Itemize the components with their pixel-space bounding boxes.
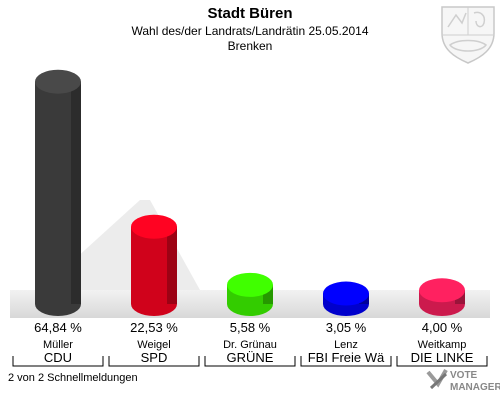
party-bracket — [204, 356, 296, 367]
candidate-label: Weitkamp — [418, 339, 467, 351]
candidate-label: Lenz — [334, 339, 358, 351]
votemanager-mark-icon — [426, 369, 448, 390]
bar-shade — [167, 226, 177, 304]
party-label: FBI Freie Wä — [308, 350, 385, 365]
bar-base — [227, 292, 273, 316]
brand-line-2: MANAGER — [450, 382, 500, 393]
bar-4 — [323, 281, 369, 316]
party-label: SPD — [141, 350, 168, 365]
bar-top — [227, 272, 273, 297]
chart-subtitle: Wahl des/der Landrats/Landrätin 25.05.20… — [131, 24, 368, 38]
party-label: GRÜNE — [227, 350, 274, 365]
party-label: DIE LINKE — [411, 350, 474, 365]
bar-shade — [71, 81, 81, 304]
candidate-label: Dr. Grünau — [223, 339, 277, 351]
bars-layer — [35, 69, 465, 316]
chart-district: Brenken — [228, 39, 273, 53]
bar-2 — [131, 214, 177, 316]
party-bracket — [396, 356, 488, 367]
chart-title: Stadt Büren — [207, 5, 292, 22]
bar-top — [323, 281, 369, 306]
bar-base — [131, 292, 177, 316]
value-label: 64,84 % — [34, 320, 82, 335]
bar-shade — [263, 284, 273, 304]
nrw-coat-of-arms-icon — [441, 6, 495, 64]
bar-base — [35, 292, 81, 316]
party-bracket — [300, 356, 392, 367]
party-bracket — [12, 356, 104, 367]
value-label: 22,53 % — [130, 320, 178, 335]
votemanager-logo: VOTE MANAGER — [426, 369, 500, 393]
bar-top — [419, 278, 465, 303]
brand-line-1: VOTE — [450, 370, 478, 381]
bar-5 — [419, 278, 465, 316]
party-bracket — [108, 356, 200, 367]
party-label: CDU — [44, 350, 72, 365]
bar-1 — [35, 69, 81, 316]
bar-top — [131, 214, 177, 239]
candidate-label: Müller — [43, 339, 73, 351]
bar-top — [35, 69, 81, 94]
bar-3 — [227, 272, 273, 316]
value-label: 5,58 % — [230, 320, 271, 335]
footer-status: 2 von 2 Schnellmeldungen — [8, 372, 138, 384]
value-label: 3,05 % — [326, 320, 367, 335]
value-label: 4,00 % — [422, 320, 463, 335]
candidate-label: Weigel — [137, 339, 170, 351]
